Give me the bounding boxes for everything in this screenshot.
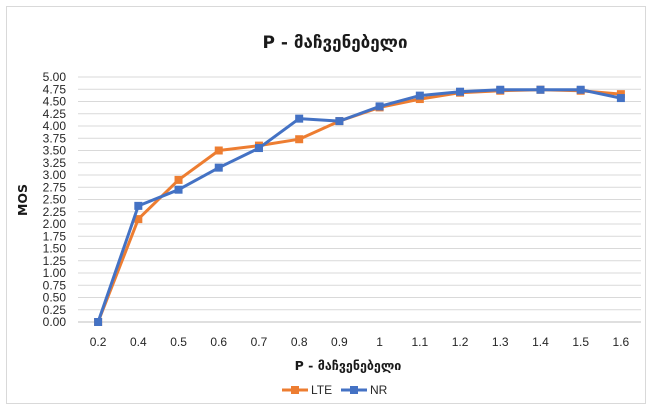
data-point-nr bbox=[174, 185, 183, 194]
y-tick-label: 0.75 bbox=[43, 278, 67, 292]
data-point-nr bbox=[536, 85, 545, 94]
series-line-lte bbox=[96, 88, 623, 324]
y-tick-label: 3.00 bbox=[43, 168, 67, 182]
data-point-nr bbox=[134, 201, 143, 210]
x-tick-label: 1.3 bbox=[492, 335, 509, 349]
data-point-nr bbox=[415, 91, 424, 100]
y-tick-label: 2.25 bbox=[43, 205, 67, 219]
chart-container bbox=[6, 6, 646, 404]
y-tick-label: 4.25 bbox=[43, 107, 67, 121]
x-tick-label: 0.4 bbox=[130, 335, 147, 349]
legend-marker-lte bbox=[291, 386, 299, 394]
x-tick-label: 1.6 bbox=[613, 335, 630, 349]
x-tick-label: 1.4 bbox=[532, 335, 549, 349]
data-point-nr bbox=[456, 87, 465, 96]
x-axis-ticks: 0.2 0.4 0.5 0.6 0.7 0.8 0.9 1 1.1 1.2 1.3 1.4 1.5 1.6 bbox=[90, 335, 630, 349]
x-tick-label: 1.2 bbox=[452, 335, 469, 349]
y-tick-label: 2.75 bbox=[43, 180, 67, 194]
y-tick-label: 0.25 bbox=[43, 303, 67, 317]
y-tick-label: 2.50 bbox=[43, 193, 67, 207]
data-point-nr bbox=[94, 318, 103, 326]
y-tick-label: 0.50 bbox=[43, 291, 67, 305]
data-point-nr bbox=[254, 144, 263, 153]
y-tick-label: 1.75 bbox=[43, 229, 67, 243]
legend-label-nr: NR bbox=[370, 383, 388, 397]
data-point-lte bbox=[214, 146, 223, 155]
y-tick-label: 5.00 bbox=[43, 70, 67, 84]
x-tick-label: 1.5 bbox=[572, 335, 589, 349]
x-tick-label: 0.8 bbox=[291, 335, 308, 349]
x-tick-label: 0.7 bbox=[251, 335, 268, 349]
y-tick-label: 3.75 bbox=[43, 131, 67, 145]
x-tick-label: 0.5 bbox=[170, 335, 187, 349]
y-tick-label: 1.50 bbox=[43, 242, 67, 256]
data-point-nr bbox=[616, 94, 625, 103]
y-axis-title: MOS bbox=[15, 184, 30, 216]
x-tick-label: 1.1 bbox=[411, 335, 428, 349]
data-point-lte bbox=[174, 175, 183, 184]
data-point-nr bbox=[295, 114, 304, 123]
y-tick-label: 4.50 bbox=[43, 95, 67, 109]
y-tick-label: 3.25 bbox=[43, 156, 67, 170]
x-tick-label: 0.2 bbox=[90, 335, 107, 349]
series-lines bbox=[94, 85, 625, 326]
y-tick-label: 1.25 bbox=[43, 254, 67, 268]
data-point-lte bbox=[295, 135, 304, 144]
y-tick-label: 4.00 bbox=[43, 119, 67, 133]
legend-marker-nr bbox=[350, 386, 358, 394]
x-tick-label: 0.6 bbox=[210, 335, 227, 349]
data-point-nr bbox=[214, 163, 223, 172]
chart-title: P - მაჩვენებელი bbox=[262, 33, 407, 53]
x-axis-title: P - მაჩვენებელი bbox=[295, 358, 402, 373]
data-point-nr bbox=[375, 102, 384, 111]
legend-label-lte: LTE bbox=[311, 383, 332, 397]
y-tick-label: 3.50 bbox=[43, 144, 67, 158]
y-tick-label: 1.00 bbox=[43, 266, 67, 280]
data-point-nr bbox=[496, 85, 505, 94]
y-tick-label: 2.00 bbox=[43, 217, 67, 231]
legend: LTE NR bbox=[282, 383, 388, 397]
y-axis-ticks: 0.000.250.500.751.001.251.501.752.002.25… bbox=[43, 70, 67, 329]
data-point-lte bbox=[134, 215, 143, 224]
series-line-nr bbox=[96, 88, 623, 324]
y-tick-label: 4.75 bbox=[43, 82, 67, 96]
data-point-nr bbox=[576, 85, 585, 94]
data-point-nr bbox=[335, 117, 344, 126]
x-tick-label: 1 bbox=[376, 335, 383, 349]
x-tick-label: 0.9 bbox=[331, 335, 348, 349]
y-tick-label: 0.00 bbox=[43, 315, 67, 329]
